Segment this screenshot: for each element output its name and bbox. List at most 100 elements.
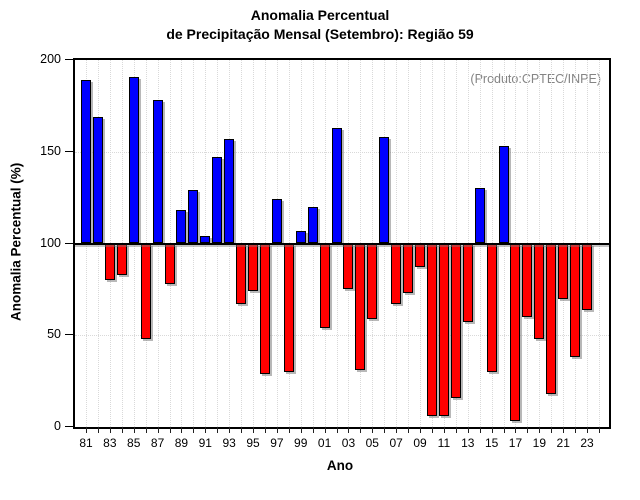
x-tick [229, 427, 231, 433]
x-tick-label: 01 [317, 436, 332, 450]
x-tick [97, 427, 99, 433]
bar-15 [486, 243, 497, 372]
x-tick [217, 427, 219, 433]
x-tick [360, 427, 362, 433]
x-tick [300, 427, 302, 433]
x-tick [276, 427, 278, 433]
bar-00 [307, 206, 318, 244]
x-tick [384, 427, 386, 433]
bar-01 [319, 243, 330, 328]
y-tick-label: 0 [54, 419, 61, 433]
x-tick-label: 11 [437, 436, 451, 450]
x-tick [455, 427, 457, 433]
x-tick [575, 427, 577, 433]
x-tick [193, 427, 195, 433]
x-tick [336, 427, 338, 433]
y-axis-title: Anomalia Percentual (%) [8, 162, 24, 321]
bar-06 [379, 137, 390, 244]
bar-97 [271, 199, 282, 244]
x-tick [587, 427, 589, 433]
bar-14 [474, 188, 485, 244]
y-tick [65, 150, 73, 152]
bar-10 [426, 243, 437, 416]
x-tick [253, 427, 255, 433]
bar-09 [415, 243, 426, 268]
x-tick-label: 99 [294, 436, 308, 450]
x-tick-label: 89 [174, 436, 189, 450]
bar-85 [128, 76, 139, 244]
x-tick [86, 427, 87, 433]
x-tick [109, 427, 111, 433]
plot-area: (Produto:CPTEC/INPE) 81 83 85 87 89 91 93 95 97 9… [40, 52, 611, 450]
bar-21 [558, 243, 569, 299]
x-tick [312, 427, 314, 433]
chart-title: Anomalia Percentual de Precipitação Mens… [40, 6, 600, 44]
x-tick [348, 427, 350, 433]
x-tick [599, 427, 600, 433]
x-tick [408, 427, 410, 433]
x-tick [324, 427, 326, 433]
bar-12 [450, 243, 461, 398]
x-tick-label: 03 [341, 436, 356, 450]
bar-04 [355, 243, 366, 371]
bar-13 [462, 243, 473, 323]
x-tick [539, 427, 541, 433]
bar-20 [546, 243, 557, 394]
y-tick-label: 50 [47, 327, 61, 342]
x-tick [527, 427, 529, 433]
x-tick [205, 427, 207, 433]
x-tick [479, 427, 481, 433]
y-tick-label: 150 [40, 143, 61, 158]
x-tick [288, 427, 290, 433]
bar-88 [164, 243, 175, 284]
x-tick [157, 427, 159, 433]
x-tick-label: 13 [461, 436, 475, 450]
x-tick [503, 427, 505, 433]
x-tick-label: 85 [127, 436, 141, 450]
bar-94 [236, 243, 247, 305]
y-tick-label: 100 [40, 235, 61, 250]
horizontal-gridline [75, 151, 609, 153]
x-tick-label: 83 [103, 436, 117, 450]
x-tick [420, 427, 422, 433]
chart-title-line1: Anomalia Percentual [250, 7, 390, 23]
x-tick-label: 05 [365, 436, 379, 450]
bar-96 [259, 243, 270, 374]
source-annotation: (Produto:CPTEC/INPE) [470, 72, 601, 86]
x-tick-label: 17 [508, 436, 523, 450]
bar-87 [152, 100, 163, 244]
x-tick [372, 427, 374, 433]
x-tick [443, 427, 445, 433]
x-tick [181, 427, 183, 433]
bar-19 [534, 243, 545, 339]
y-tick [65, 59, 73, 60]
bar-07 [391, 243, 402, 305]
y-tick [65, 334, 73, 336]
x-tick [563, 427, 565, 433]
bar-89 [176, 210, 187, 244]
bar-81 [81, 80, 91, 244]
x-tick [121, 427, 123, 433]
x-tick-label: 23 [580, 436, 594, 450]
bar-90 [188, 190, 199, 244]
bar-84 [116, 243, 127, 275]
bar-93 [224, 138, 235, 244]
x-tick-label: 07 [389, 436, 403, 450]
bar-86 [140, 243, 151, 339]
x-tick-label: 09 [413, 436, 427, 450]
horizontal-gridline [75, 335, 609, 337]
y-tick-label: 200 [40, 52, 61, 66]
x-tick-label: 87 [150, 436, 165, 450]
x-tick [396, 427, 398, 433]
bar-16 [498, 146, 509, 244]
bar-08 [403, 243, 414, 294]
x-tick [133, 427, 135, 433]
x-tick-label: 15 [484, 436, 499, 450]
x-tick [145, 427, 147, 433]
bar-17 [510, 243, 521, 422]
bar-02 [331, 127, 342, 244]
x-tick-label: 21 [556, 436, 570, 450]
bar-22 [570, 243, 581, 358]
x-tick-label: 95 [246, 436, 260, 450]
bar-95 [248, 243, 259, 292]
